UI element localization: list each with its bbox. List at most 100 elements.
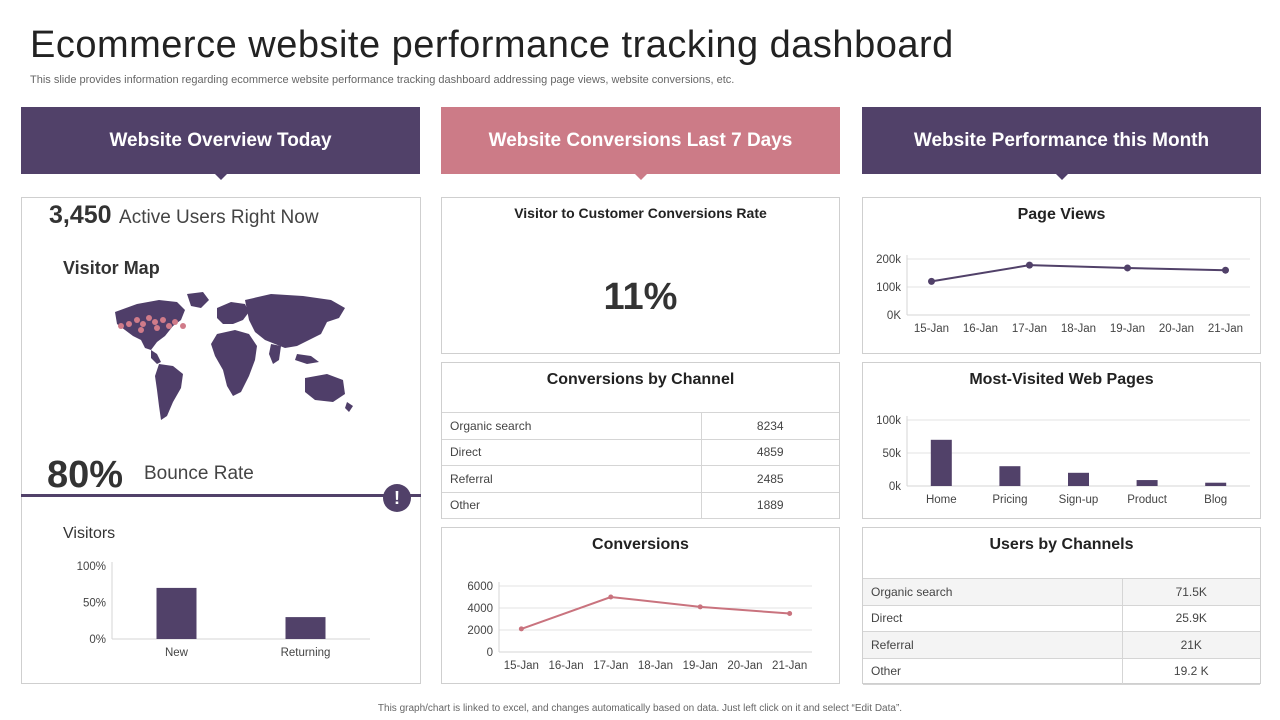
- channel-cell: Organic search: [863, 578, 1122, 605]
- conversions-chart-title: Conversions: [592, 536, 689, 553]
- value-cell: 25.9K: [1121, 604, 1260, 632]
- footnote: This graph/chart is linked to excel, and…: [377, 703, 903, 714]
- channel-cell: Direct: [442, 438, 701, 466]
- most-visited-chart-title: Most-Visited Web Pages: [969, 371, 1154, 388]
- channel-cell: Referral: [863, 631, 1122, 658]
- conversions-panel: Conversions 0 2000 4000 6000 15-Jan 16-Jan 17-…: [441, 527, 840, 684]
- conversions-by-channel-panel: Conversions by Channel Organic search 823…: [441, 362, 840, 519]
- x-tick-label: 20-Jan: [1159, 323, 1194, 335]
- conversion-rate-panel: Visitor to Customer Conversions Rate 11%: [441, 197, 840, 354]
- data-point: [1124, 264, 1131, 272]
- y-tick-label: 2000: [467, 625, 493, 637]
- users-by-channels-panel: Users by Channels Organic search 71.5K Dir…: [862, 527, 1261, 685]
- banner-website-overview: Website Overview Today: [21, 107, 420, 180]
- channel-cell: Referral: [442, 465, 701, 492]
- map-dot: [152, 319, 158, 325]
- table-row: Direct 4859: [442, 438, 839, 466]
- table-row: Referral 21K: [863, 631, 1260, 658]
- channel-cell: Direct: [863, 604, 1122, 632]
- y-tick-label: 0: [487, 647, 493, 659]
- bounce-rate-label: Bounce Rate: [144, 463, 254, 484]
- map-dot: [118, 323, 124, 329]
- active-users-label: Active Users Right Now: [119, 207, 319, 228]
- y-tick-label: 100%: [77, 561, 106, 573]
- y-tick-label: 0k: [889, 481, 901, 493]
- x-tick-label: Returning: [281, 647, 331, 659]
- data-point: [1222, 266, 1229, 274]
- value-cell: 2485: [700, 465, 839, 492]
- series-line: [931, 264, 1226, 283]
- x-tick-label: 19-Jan: [1110, 323, 1145, 335]
- x-tick-label: 15-Jan: [914, 323, 949, 335]
- y-tick-label: 100k: [876, 282, 901, 294]
- bar: [930, 439, 952, 486]
- banner-notch: [634, 174, 647, 180]
- data-point: [697, 604, 703, 610]
- active-users: 3,450 Active Users Right Now: [49, 201, 319, 230]
- page-title: Ecommerce website performance tracking d…: [30, 24, 954, 66]
- y-tick-label: 0K: [887, 310, 901, 322]
- exclamation-icon: !: [383, 484, 411, 512]
- map-dot: [180, 323, 186, 329]
- map-dot: [140, 321, 146, 327]
- x-tick-label: New: [165, 647, 189, 659]
- page-views-chart-title: Page Views: [1017, 206, 1106, 223]
- table-row: Direct 25.9K: [863, 604, 1260, 632]
- x-tick-label: 20-Jan: [727, 660, 762, 672]
- x-tick-label: 21-Jan: [1208, 323, 1243, 335]
- y-tick-label: 50k: [882, 448, 901, 460]
- conversion-rate-value: 11%: [603, 276, 678, 318]
- value-cell: 21K: [1121, 631, 1260, 658]
- overview-panel: 3,450 Active Users Right Now Visitor Map: [21, 197, 421, 684]
- y-tick-label: 4000: [467, 603, 493, 615]
- conversion-rate-title: Visitor to Customer Conversions Rate: [514, 205, 767, 221]
- channel-cell: Organic search: [442, 412, 701, 439]
- data-point: [518, 626, 524, 632]
- banner-notch: [214, 174, 227, 180]
- table-row: Organic search 71.5K: [863, 578, 1260, 605]
- map-dot: [160, 317, 166, 323]
- world-map: [115, 292, 353, 420]
- conversions-chart: 0 2000 4000 6000 15-Jan 16-Jan 17-Jan 18-Jan 19-…: [467, 581, 812, 672]
- y-tick-label: 200k: [876, 254, 901, 266]
- channel-cell: Other: [863, 657, 1122, 685]
- x-tick-label: 19-Jan: [683, 660, 718, 672]
- table-row: Other 19.2 K: [863, 657, 1260, 685]
- banner-notch: [1055, 174, 1068, 180]
- data-point: [608, 594, 614, 600]
- x-tick-label: Home: [926, 494, 957, 506]
- map-dot: [166, 323, 172, 329]
- value-cell: 19.2 K: [1121, 657, 1260, 685]
- page-views-chart: 0K 100k 200k 15-Jan 16-Jan 17-Jan 18-Jan 19-Jan…: [876, 254, 1250, 335]
- bar: [285, 617, 326, 639]
- banner-label: Website Conversions Last 7 Days: [488, 129, 793, 151]
- conversions-by-channel-title: Conversions by Channel: [546, 371, 735, 388]
- most-visited-panel: Most-Visited Web Pages 0k 50k 100k Home Pric…: [862, 362, 1261, 519]
- x-tick-label: 16-Jan: [548, 660, 583, 672]
- banner-label: Website Overview Today: [109, 129, 332, 151]
- x-tick-label: 21-Jan: [772, 660, 807, 672]
- y-tick-label: 50%: [83, 598, 106, 610]
- bounce-rate-value: 80%: [47, 454, 124, 496]
- bar: [1136, 480, 1158, 486]
- x-tick-label: 17-Jan: [1012, 323, 1047, 335]
- page-views-panel: Page Views 0K 100k 200k 15-Jan 16-Jan 17-Jan 1…: [862, 197, 1261, 354]
- bar: [1068, 472, 1089, 486]
- value-cell: 8234: [700, 412, 839, 439]
- conversions-by-channel-table: Organic search 8234 Direct 4859 Referral 2485…: [442, 412, 839, 519]
- map-dot: [134, 317, 140, 323]
- bar: [999, 466, 1021, 486]
- channel-cell: Other: [442, 491, 701, 519]
- data-point: [928, 277, 935, 285]
- page-subtitle: This slide provides information regardin…: [30, 74, 735, 86]
- active-users-value: 3,450: [49, 201, 112, 229]
- x-tick-label: Pricing: [992, 494, 1027, 506]
- bar: [1205, 482, 1227, 486]
- users-by-channels-table: Organic search 71.5K Direct 25.9K Referral 21…: [863, 578, 1260, 685]
- table-row: Referral 2485: [442, 465, 839, 492]
- map-dot: [154, 325, 160, 331]
- bar: [156, 587, 197, 639]
- visitor-map-title: Visitor Map: [63, 258, 160, 278]
- x-tick-label: 18-Jan: [638, 660, 673, 672]
- banner-website-conversions: Website Conversions Last 7 Days: [441, 107, 840, 180]
